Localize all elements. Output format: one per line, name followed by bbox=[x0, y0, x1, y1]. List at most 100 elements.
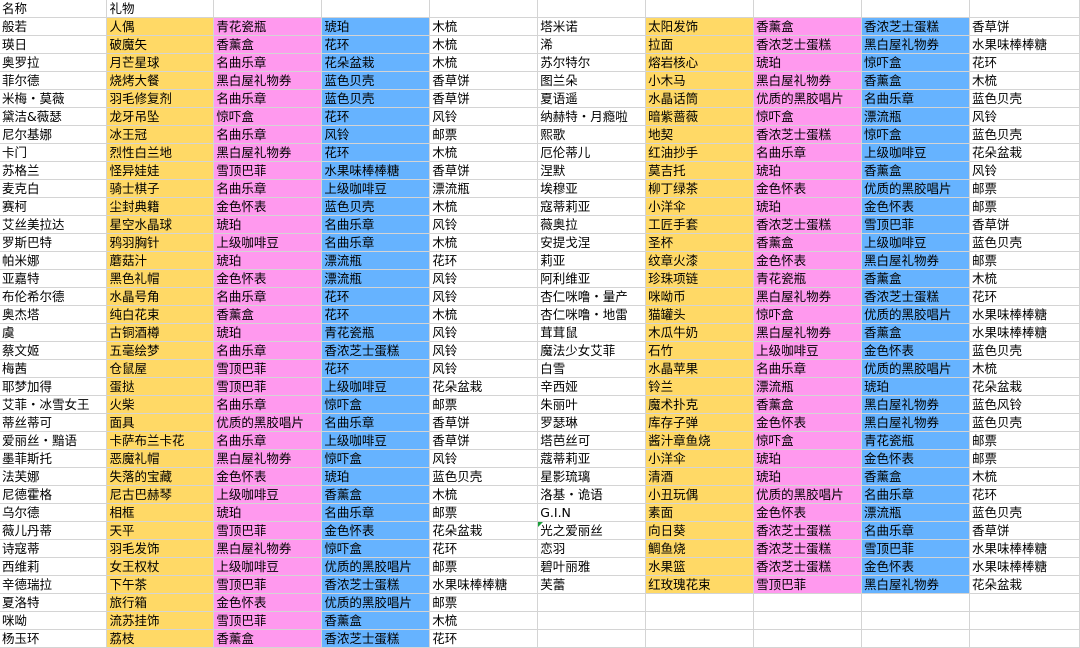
gift-cell[interactable]: 名曲乐章 bbox=[861, 89, 970, 108]
gift-cell[interactable]: 香薰盒 bbox=[213, 305, 323, 324]
gift-cell[interactable]: 破魔矢 bbox=[106, 35, 215, 54]
gift-cell[interactable]: 风铃 bbox=[321, 125, 431, 144]
character-name-cell[interactable]: 纳赫特・月瘾啦 bbox=[537, 107, 647, 126]
gift-cell[interactable]: 水果味棒棒糖 bbox=[429, 575, 539, 594]
gift-cell[interactable]: 琥珀 bbox=[861, 377, 970, 396]
gift-cell[interactable]: 工匠手套 bbox=[645, 215, 755, 234]
character-name-cell[interactable]: 洛基・诡语 bbox=[537, 485, 647, 504]
character-name-cell[interactable]: 麦克白 bbox=[0, 179, 108, 198]
gift-cell[interactable]: 木梳 bbox=[429, 485, 539, 504]
character-name-cell[interactable]: 夏洛特 bbox=[0, 593, 108, 612]
gift-cell[interactable]: 香薰盒 bbox=[861, 269, 970, 288]
gift-cell[interactable]: 风铃 bbox=[429, 215, 539, 234]
gift-cell[interactable]: 珍珠项链 bbox=[645, 269, 755, 288]
empty-cell[interactable] bbox=[537, 0, 647, 18]
gift-cell[interactable]: 香草饼 bbox=[969, 215, 1080, 234]
gift-cell[interactable]: 木梳 bbox=[429, 17, 539, 36]
gift-cell[interactable]: 香浓芝士蛋糕 bbox=[321, 341, 431, 360]
gift-cell[interactable]: 漂流瓶 bbox=[753, 377, 863, 396]
gift-cell[interactable]: 上级咖啡豆 bbox=[321, 179, 431, 198]
gift-cell[interactable]: 卡萨布兰卡花 bbox=[106, 431, 215, 450]
gift-cell[interactable]: 木梳 bbox=[969, 269, 1080, 288]
gift-cell[interactable]: 青花瓷瓶 bbox=[753, 269, 863, 288]
gift-cell[interactable]: 尘封典籍 bbox=[106, 197, 215, 216]
gift-cell[interactable]: 琥珀 bbox=[753, 161, 863, 180]
gift-cell[interactable]: 惊吓盒 bbox=[861, 53, 970, 72]
gift-cell[interactable]: 水果味棒棒糖 bbox=[969, 305, 1080, 324]
gift-cell[interactable]: 名曲乐章 bbox=[213, 395, 323, 414]
character-name-cell[interactable]: 黛洁&薇瑟 bbox=[0, 107, 108, 126]
gift-cell[interactable]: 水果篮 bbox=[645, 557, 755, 576]
gift-cell[interactable]: 名曲乐章 bbox=[213, 125, 323, 144]
gift-cell[interactable]: 蓝色贝壳 bbox=[321, 89, 431, 108]
gift-cell[interactable]: 黑白屋礼物券 bbox=[213, 143, 323, 162]
gift-cell[interactable]: 水果味棒棒糖 bbox=[969, 323, 1080, 342]
gift-cell[interactable]: 羽毛发饰 bbox=[106, 539, 215, 558]
gift-cell[interactable]: 蓝色贝壳 bbox=[969, 233, 1080, 252]
gift-cell[interactable]: 邮票 bbox=[429, 557, 539, 576]
character-name-cell[interactable]: 塔芭丝可 bbox=[537, 431, 647, 450]
character-name-cell[interactable]: 埃穆亚 bbox=[537, 179, 647, 198]
gift-cell[interactable]: 香草饼 bbox=[429, 431, 539, 450]
gift-cell[interactable]: 羽毛修复剂 bbox=[106, 89, 215, 108]
gift-cell[interactable]: 圣杯 bbox=[645, 233, 755, 252]
gift-cell[interactable]: 名曲乐章 bbox=[213, 287, 323, 306]
gift-cell[interactable]: 黑白屋礼物券 bbox=[861, 413, 970, 432]
character-name-cell[interactable]: 寇蒂莉亚 bbox=[537, 197, 647, 216]
character-name-cell[interactable]: 耶梦加得 bbox=[0, 377, 108, 396]
gift-cell[interactable]: 木梳 bbox=[969, 359, 1080, 378]
gift-cell[interactable]: 风铃 bbox=[969, 107, 1080, 126]
gift-cell[interactable]: 木梳 bbox=[429, 143, 539, 162]
gift-cell[interactable]: 香薰盒 bbox=[861, 71, 970, 90]
gift-cell[interactable]: 黑白屋礼物券 bbox=[753, 287, 863, 306]
gift-cell[interactable]: 金色怀表 bbox=[861, 341, 970, 360]
gift-cell[interactable]: 木梳 bbox=[429, 611, 539, 630]
gift-cell[interactable]: 香薰盒 bbox=[753, 233, 863, 252]
gift-cell[interactable]: 上级咖啡豆 bbox=[861, 143, 970, 162]
empty-cell[interactable] bbox=[753, 611, 863, 630]
header-name[interactable]: 名称 bbox=[0, 0, 108, 18]
gift-cell[interactable]: 水晶话筒 bbox=[645, 89, 755, 108]
gift-cell[interactable]: 红油抄手 bbox=[645, 143, 755, 162]
character-name-cell[interactable]: 杏仁咪噜・地雷 bbox=[537, 305, 647, 324]
character-name-cell[interactable]: 乌尔德 bbox=[0, 503, 108, 522]
gift-cell[interactable]: 雪顶巴菲 bbox=[213, 521, 323, 540]
gift-cell[interactable]: 雪顶巴菲 bbox=[213, 161, 323, 180]
character-name-cell[interactable]: 梅茜 bbox=[0, 359, 108, 378]
character-name-cell[interactable]: 尼德霍格 bbox=[0, 485, 108, 504]
gift-cell[interactable]: 青花瓷瓶 bbox=[321, 323, 431, 342]
character-name-cell[interactable]: G.I.N bbox=[537, 503, 647, 522]
gift-cell[interactable]: 相框 bbox=[106, 503, 215, 522]
gift-cell[interactable]: 香薰盒 bbox=[753, 395, 863, 414]
empty-cell[interactable] bbox=[213, 0, 323, 18]
character-name-cell[interactable]: 白雪 bbox=[537, 359, 647, 378]
gift-cell[interactable]: 蓝色贝壳 bbox=[969, 89, 1080, 108]
gift-cell[interactable]: 上级咖啡豆 bbox=[213, 233, 323, 252]
gift-cell[interactable]: 金色怀表 bbox=[213, 467, 323, 486]
header-gift[interactable]: 礼物 bbox=[106, 0, 215, 18]
gift-cell[interactable]: 花环 bbox=[969, 287, 1080, 306]
gift-cell[interactable]: 花环 bbox=[969, 53, 1080, 72]
gift-cell[interactable]: 名曲乐章 bbox=[321, 503, 431, 522]
character-name-cell[interactable]: 布伦希尔德 bbox=[0, 287, 108, 306]
gift-cell[interactable]: 冰王冠 bbox=[106, 125, 215, 144]
gift-cell[interactable]: 金色怀表 bbox=[753, 413, 863, 432]
gift-cell[interactable]: 小木马 bbox=[645, 71, 755, 90]
character-name-cell[interactable]: 茸茸鼠 bbox=[537, 323, 647, 342]
character-name-cell[interactable]: 艾丝美拉达 bbox=[0, 215, 108, 234]
gift-cell[interactable]: 小丑玩偶 bbox=[645, 485, 755, 504]
gift-cell[interactable]: 邮票 bbox=[969, 251, 1080, 270]
gift-cell[interactable]: 香浓芝士蛋糕 bbox=[861, 287, 970, 306]
gift-cell[interactable]: 香浓芝士蛋糕 bbox=[753, 557, 863, 576]
gift-cell[interactable]: 金色怀表 bbox=[213, 197, 323, 216]
gift-cell[interactable]: 月芒星球 bbox=[106, 53, 215, 72]
gift-cell[interactable]: 女王权杖 bbox=[106, 557, 215, 576]
character-name-cell[interactable]: 莉亚 bbox=[537, 251, 647, 270]
gift-cell[interactable]: 咪呦币 bbox=[645, 287, 755, 306]
gift-cell[interactable]: 雪顶巴菲 bbox=[213, 377, 323, 396]
gift-cell[interactable]: 暗紫蔷薇 bbox=[645, 107, 755, 126]
gift-cell[interactable]: 蓝色贝壳 bbox=[969, 341, 1080, 360]
character-name-cell[interactable]: 般若 bbox=[0, 17, 108, 36]
gift-cell[interactable]: 金色怀表 bbox=[213, 269, 323, 288]
gift-cell[interactable]: 纹章火漆 bbox=[645, 251, 755, 270]
